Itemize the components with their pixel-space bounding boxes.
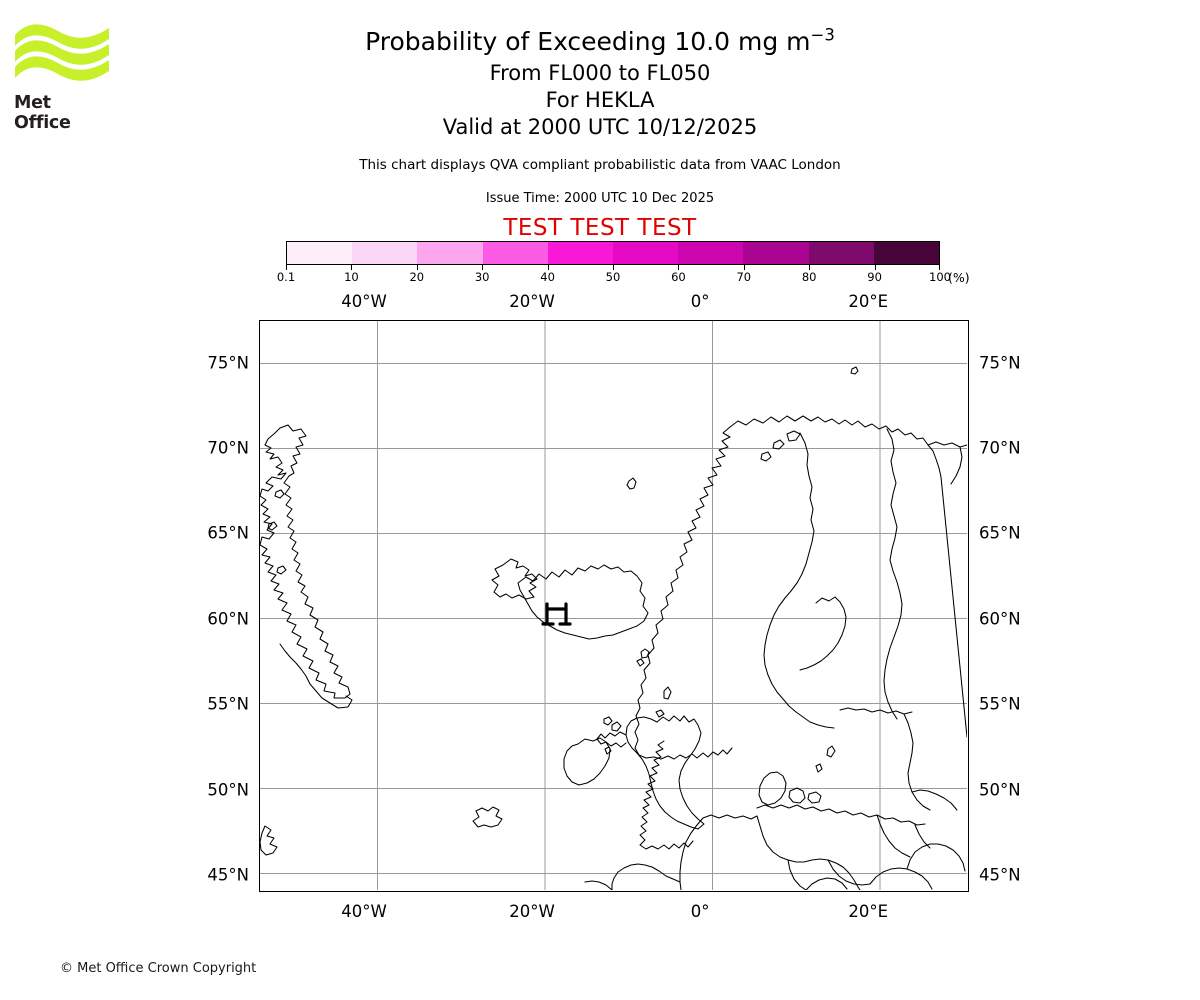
volcano-marker-hekla (541, 602, 572, 626)
lat-label-left-60: 60°N (207, 609, 249, 629)
colorbar-segment-4 (547, 242, 614, 264)
colorbar-segment-9 (873, 242, 940, 264)
issue-time-label: Issue Time: 2000 UTC 10 Dec 2025 (485, 191, 715, 206)
colorbar-tick-label-30: 30 (474, 270, 490, 284)
met-office-wave-mark (15, 24, 109, 81)
colorbar-segment-6 (678, 242, 744, 264)
colorbar-tick-50 (613, 265, 614, 270)
met-office-logo-text: Met Office (14, 93, 71, 133)
colorbar-segment-3 (482, 242, 548, 264)
subtitle-volcano: For HEKLA (545, 88, 655, 112)
lon-label-bottom--40: 40°W (341, 902, 387, 921)
lon-label-top-0: 0° (690, 292, 710, 311)
lat-label-right-55: 55°N (979, 694, 1021, 714)
colorbar-gradient (286, 241, 940, 265)
lat-label-left-50: 50°N (207, 780, 249, 800)
colorbar-tick-80 (809, 265, 811, 270)
chart-title-block: Probability of Exceeding 10.0 mg m−3 Fro… (0, 24, 1200, 141)
colorbar-segment-2 (417, 242, 483, 264)
met-office-logo: Met Office (14, 22, 110, 133)
map-gridlines (260, 321, 967, 890)
page-title-superscript: −3 (810, 25, 835, 45)
colorbar-tick-label-40: 40 (540, 270, 555, 284)
lat-label-right-65: 65°N (979, 523, 1021, 543)
lat-label-right-70: 70°N (979, 438, 1021, 458)
colorbar-tick-10 (351, 265, 353, 270)
colorbar-tickmarks (286, 265, 940, 271)
lat-label-left-65: 65°N (207, 523, 249, 543)
lon-label-bottom-20: 20°E (848, 902, 888, 921)
colorbar-tick-label-20: 20 (409, 270, 425, 284)
colorbar-segment-1 (352, 242, 418, 264)
lon-label-bottom-0: 0° (690, 902, 710, 921)
colorbar-units-label: (%) (948, 270, 970, 285)
lat-label-right-60: 60°N (979, 609, 1021, 629)
lat-label-right-50: 50°N (979, 780, 1021, 800)
colorbar-tick-90 (874, 265, 876, 270)
colorbar-tick-100 (939, 265, 940, 270)
lat-label-left-75: 75°N (207, 353, 249, 373)
colorbar-segment-7 (743, 242, 809, 264)
colorbar-tick-20 (416, 265, 418, 270)
lon-label-top--40: 40°W (341, 292, 387, 311)
lat-label-left-55: 55°N (207, 694, 249, 714)
colorbar-tick-labels: 0.1 10 20 30 40 50 60 70 80 90 100 (277, 270, 951, 286)
map-canvas (260, 321, 967, 890)
colorbar-tick-label-100: 100 (929, 270, 951, 284)
colorbar-tick-40 (547, 265, 549, 270)
subtitle-valid-time: Valid at 2000 UTC 10/12/2025 (442, 115, 758, 139)
coastline-paths (260, 366, 967, 890)
qva-compliance-note: This chart displays QVA compliant probab… (359, 157, 841, 173)
lat-label-right-45: 45°N (979, 865, 1021, 885)
colorbar-tick-label-90: 90 (867, 270, 882, 284)
colorbar-tick-label-60: 60 (671, 270, 686, 284)
lon-label-top-20: 20°E (848, 292, 888, 311)
colorbar-segment-5 (613, 242, 679, 264)
colorbar-tick-label-10: 10 (344, 270, 359, 284)
colorbar-tick-70 (743, 265, 745, 270)
colorbar-tick-label-50: 50 (605, 270, 621, 284)
probability-colorbar: 0.1 10 20 30 40 50 60 70 80 90 100 (277, 241, 951, 284)
copyright-notice: © Met Office Crown Copyright (60, 961, 257, 976)
test-banner: TEST TEST TEST (503, 215, 697, 241)
lon-label-bottom--20: 20°W (509, 902, 555, 921)
map-plot-area[interactable] (259, 320, 969, 892)
colorbar-tick-60 (678, 265, 680, 270)
page-title: Probability of Exceeding 10.0 mg m−3 (0, 24, 1200, 60)
lat-label-left-45: 45°N (207, 865, 249, 885)
colorbar-tick-0.1 (286, 265, 287, 270)
colorbar-tick-label-80: 80 (801, 270, 817, 284)
colorbar-tick-label-70: 70 (736, 270, 752, 284)
lat-label-right-75: 75°N (979, 353, 1021, 373)
colorbar-segment-8 (808, 242, 874, 264)
colorbar-tick-30 (482, 265, 484, 270)
subtitle-flight-levels: From FL000 to FL050 (489, 61, 711, 85)
page-title-text: Probability of Exceeding 10.0 mg m (365, 27, 811, 56)
colorbar-segment-0 (287, 242, 353, 264)
lat-label-left-70: 70°N (207, 438, 249, 458)
colorbar-tick-label-0.1: 0.1 (276, 270, 296, 284)
lon-label-top--20: 20°W (509, 292, 555, 311)
